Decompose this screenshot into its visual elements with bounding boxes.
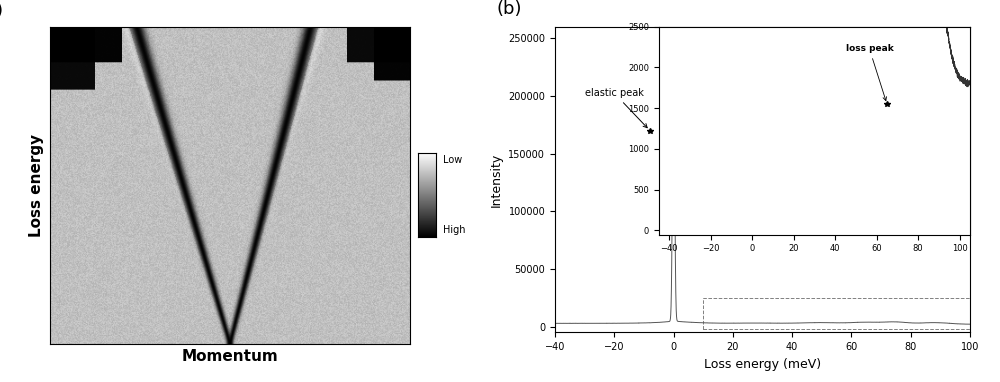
Text: Low: Low <box>443 155 462 165</box>
Text: (a): (a) <box>0 2 3 20</box>
Text: elastic peak: elastic peak <box>585 88 647 128</box>
X-axis label: Momentum: Momentum <box>182 350 278 364</box>
Bar <box>703 298 970 329</box>
Text: High: High <box>443 225 466 235</box>
X-axis label: Loss energy (meV): Loss energy (meV) <box>704 358 821 371</box>
Y-axis label: Loss energy: Loss energy <box>29 134 44 237</box>
Text: (b): (b) <box>497 0 522 18</box>
Y-axis label: Intensity: Intensity <box>490 152 503 207</box>
